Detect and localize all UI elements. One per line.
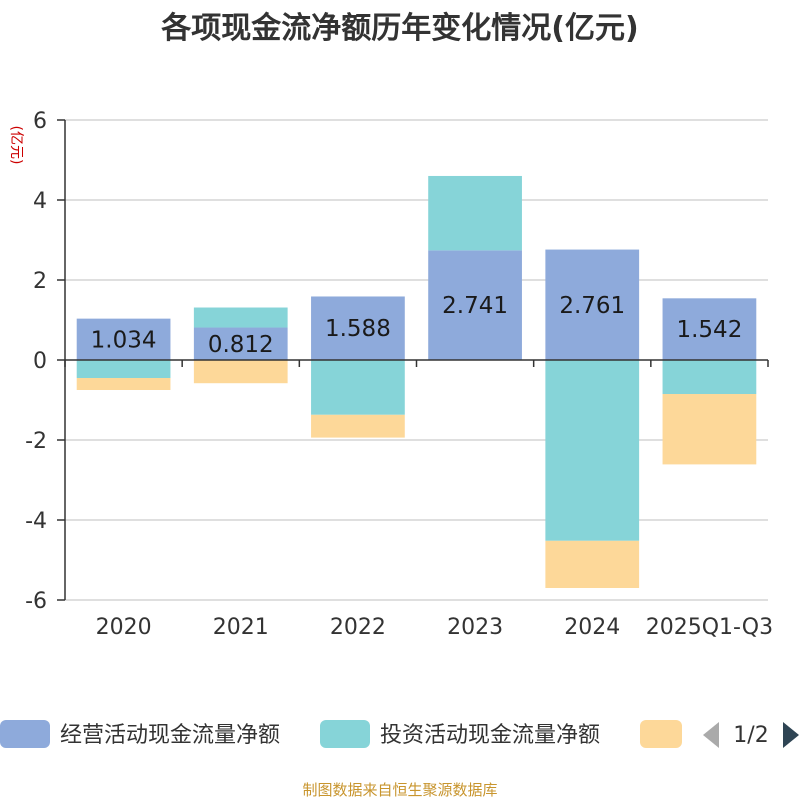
x-tick-label: 2021: [213, 615, 269, 640]
x-axis-ticks: 2020 2021 2022 2023 2024 2025Q1-Q3: [96, 615, 774, 640]
data-label: 0.812: [208, 332, 274, 358]
bar-financing-2020: [76, 378, 171, 390]
x-tick-label: 2022: [330, 615, 386, 640]
chart-title: 各项现金流净额历年变化情况(亿元): [160, 11, 638, 46]
data-labels: 1.034 0.812 1.588 2.741 2.761 1.542: [91, 293, 743, 358]
bar-investing-2022: [311, 360, 405, 415]
legend-label[interactable]: 经营活动现金流量净额: [60, 723, 280, 748]
bar-financing-2025Q1-Q3: [662, 394, 757, 465]
bars: [76, 175, 757, 588]
y-axis-ticks: 6 4 2 0 -2 -4 -6: [25, 109, 65, 614]
legend-next-icon[interactable]: [783, 722, 799, 748]
bar-financing-2021: [193, 360, 288, 384]
data-label: 1.588: [325, 316, 391, 342]
axes: [64, 120, 769, 600]
bar-investing-2023: [428, 175, 522, 251]
bar-operating-2025Q1-Q3: [662, 298, 757, 360]
y-tick-label: -2: [25, 429, 47, 454]
bar-operating-2024: [545, 249, 640, 360]
y-axis-unit: (亿元): [8, 126, 24, 165]
bar-investing-2021: [193, 307, 288, 328]
y-tick-label: 6: [33, 109, 47, 134]
y-tick-label: 4: [33, 189, 47, 214]
bar-operating-2023: [428, 250, 522, 360]
y-tick-label: 2: [33, 269, 47, 294]
source-note: 制图数据来自恒生聚源数据库: [302, 781, 497, 799]
data-label: 1.034: [91, 327, 157, 353]
bar-investing-2025Q1-Q3: [662, 360, 757, 394]
legend-prev-icon[interactable]: [703, 722, 719, 748]
legend[interactable]: 经营活动现金流量净额 投资活动现金流量净额 1/2: [0, 720, 799, 748]
bar-investing-2020: [76, 360, 171, 378]
bar-operating-2021: [193, 327, 288, 360]
x-tick-label: 2025Q1-Q3: [646, 615, 773, 640]
grid-lines: [65, 119, 768, 601]
y-tick-label: -6: [25, 589, 47, 614]
y-tick-label: -4: [25, 509, 47, 534]
x-tick-label: 2023: [447, 615, 503, 640]
data-label: 2.741: [442, 293, 508, 319]
data-label: 2.761: [559, 293, 625, 319]
legend-swatch[interactable]: [640, 720, 682, 748]
y-tick-label: 0: [33, 349, 47, 374]
legend-swatch[interactable]: [0, 720, 50, 748]
x-tick-label: 2020: [96, 615, 152, 640]
bar-financing-2022: [311, 414, 405, 438]
x-tick-label: 2024: [564, 615, 620, 640]
legend-swatch[interactable]: [320, 720, 370, 748]
data-label: 1.542: [676, 317, 742, 343]
bar-financing-2024: [545, 540, 640, 588]
legend-page-indicator: 1/2: [733, 723, 768, 748]
bar-investing-2024: [545, 360, 640, 541]
bar-operating-2022: [311, 296, 405, 360]
legend-label[interactable]: 投资活动现金流量净额: [380, 723, 600, 748]
bar-operating-2020: [76, 318, 171, 360]
